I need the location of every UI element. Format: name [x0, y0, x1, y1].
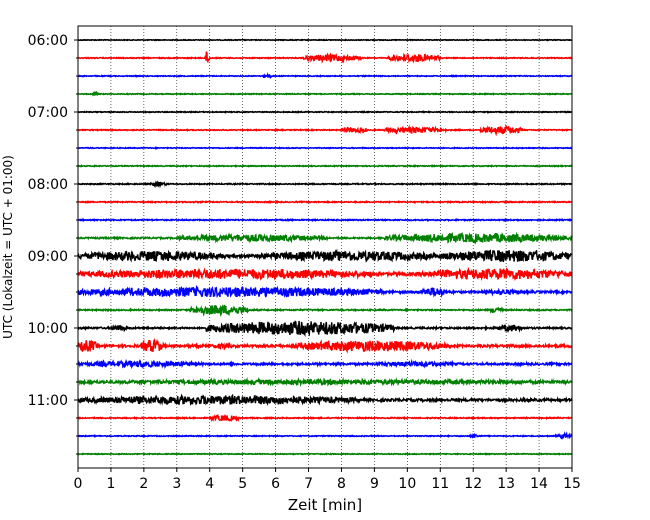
- x-tick-label: 0: [74, 476, 83, 492]
- y-tick-label: 06:00: [28, 33, 68, 49]
- trace-1045: [77, 376, 573, 387]
- trace-0845: [77, 231, 573, 245]
- x-ticks: 0 1 2 3 4 5 6 7 8 9 10 11 12 13 14 15: [74, 468, 581, 492]
- y-tick-label: 11:00: [28, 393, 68, 409]
- trace-0930: [77, 284, 573, 299]
- x-tick-label: 4: [205, 476, 214, 492]
- trace-0900: [77, 248, 573, 263]
- trace-1130: [77, 431, 573, 440]
- trace-1145: [77, 452, 573, 456]
- plot-frame: [77, 25, 573, 469]
- x-axis-title: Zeit [min]: [288, 496, 362, 514]
- trace-0700: [77, 110, 572, 114]
- trace-1000: [77, 320, 573, 338]
- trace-0915: [77, 266, 573, 281]
- x-tick-label: 9: [370, 476, 379, 492]
- x-tick-label: 14: [530, 476, 548, 492]
- trace-0745: [77, 164, 573, 168]
- trace-0730: [77, 146, 573, 150]
- x-tick-label: 8: [337, 476, 346, 492]
- x-tick-label: 11: [431, 476, 449, 492]
- x-tick-label: 1: [106, 476, 115, 492]
- trace-0945: [77, 304, 573, 317]
- y-ticks: 06:00 07:00 08:00 09:00 10:00 11:00: [28, 33, 78, 455]
- trace-0600: [77, 38, 573, 42]
- y-tick-label: 10:00: [28, 321, 68, 337]
- x-tick-label: 6: [271, 476, 280, 492]
- trace-0615: [77, 51, 573, 64]
- x-tick-label: 10: [398, 476, 416, 492]
- trace-0815: [77, 199, 573, 205]
- x-tick-label: 5: [238, 476, 247, 492]
- x-tick-label: 15: [563, 476, 581, 492]
- trace-1115: [77, 414, 573, 423]
- x-tick-label: 3: [172, 476, 181, 492]
- seismogram-traces: [77, 38, 573, 456]
- trace-0645: [77, 90, 573, 97]
- y-tick-label: 09:00: [28, 249, 68, 265]
- trace-0715: [77, 123, 573, 137]
- x-tick-label: 13: [497, 476, 515, 492]
- y-axis-title: UTC (Lokalzeit = UTC + 01:00): [1, 155, 15, 339]
- x-tick-label: 12: [464, 476, 482, 492]
- y-tick-label: 07:00: [28, 105, 68, 121]
- trace-1030: [77, 358, 573, 370]
- x-tick-label: 7: [304, 476, 313, 492]
- trace-0800: [77, 180, 572, 189]
- trace-0630: [77, 71, 573, 79]
- trace-1100: [77, 393, 573, 407]
- y-tick-label: 08:00: [28, 177, 68, 193]
- trace-0830: [77, 217, 573, 223]
- trace-1015: [77, 338, 573, 354]
- x-tick-label: 2: [139, 476, 148, 492]
